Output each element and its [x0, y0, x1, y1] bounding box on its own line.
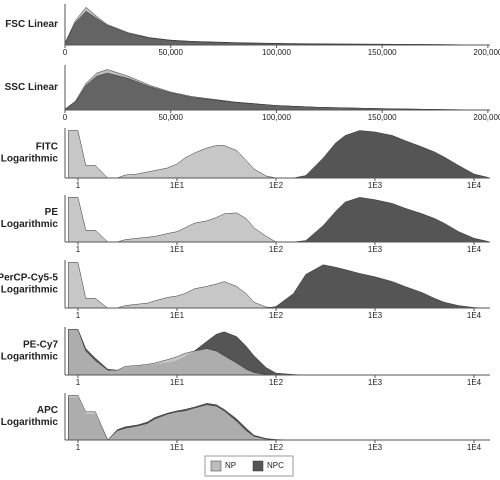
x-tick-label: 1 [76, 378, 81, 387]
x-tick-label: 0 [63, 48, 68, 57]
x-tick-label: 50,000 [158, 48, 183, 57]
x-tick-label: 50,000 [158, 113, 183, 122]
x-tick-label: 150,000 [368, 113, 397, 122]
x-tick-label: 1E3 [368, 245, 383, 254]
legend-swatch [252, 460, 264, 472]
x-tick-label: 1E3 [368, 443, 383, 452]
x-tick-label: 1E2 [269, 443, 284, 452]
area [68, 130, 489, 179]
area [64, 11, 488, 46]
legend-label: NPC [267, 461, 284, 470]
panel-label: FITC [36, 142, 58, 153]
panel-label: PE [45, 207, 59, 218]
legend-label: NP [225, 461, 236, 470]
panel-label: Logarithmic [1, 219, 59, 230]
x-tick-label: 1E4 [467, 311, 482, 320]
x-tick-label: 200,000 [473, 113, 500, 122]
x-tick-label: 1E4 [467, 378, 482, 387]
x-tick-label: 1E4 [467, 181, 482, 190]
area [64, 72, 488, 111]
legend-swatch [210, 460, 222, 472]
x-tick-label: 1E3 [368, 378, 383, 387]
x-tick-label: 1E4 [467, 245, 482, 254]
x-tick-label: 1E2 [269, 311, 284, 320]
panel-label: Logarithmic [1, 154, 59, 165]
x-tick-label: 200,000 [473, 48, 500, 57]
panel-label: FSC Linear [5, 19, 58, 30]
panel-label: PE-Cy7 [23, 340, 58, 351]
area [68, 329, 489, 376]
x-tick-label: 1E1 [170, 311, 185, 320]
x-tick-label: 1 [76, 443, 81, 452]
x-tick-label: 100,000 [262, 48, 291, 57]
panel-label: APC [37, 405, 58, 416]
x-tick-label: 1E1 [170, 181, 185, 190]
x-tick-label: 1 [76, 311, 81, 320]
x-tick-label: 1E2 [269, 245, 284, 254]
panel-label: PerCP-Cy5-5 [0, 273, 58, 284]
x-tick-label: 1E4 [467, 443, 482, 452]
area [68, 197, 489, 243]
x-tick-label: 1 [76, 245, 81, 254]
x-tick-label: 1E1 [170, 378, 185, 387]
x-tick-label: 100,000 [262, 113, 291, 122]
legend: NP NPC [204, 455, 294, 477]
x-tick-label: 1E3 [368, 181, 383, 190]
x-tick-label: 1E3 [368, 311, 383, 320]
legend-box [204, 455, 294, 477]
x-tick-label: 1E2 [269, 378, 284, 387]
x-tick-label: 1E2 [269, 181, 284, 190]
x-tick-label: 150,000 [368, 48, 397, 57]
panel-label: SSC Linear [5, 82, 58, 93]
panel-label: Logarithmic [1, 285, 59, 296]
panel-label: Logarithmic [1, 352, 59, 363]
x-tick-label: 1 [76, 181, 81, 190]
area [68, 264, 489, 309]
panel-label: Logarithmic [1, 417, 59, 428]
area [68, 395, 489, 441]
x-tick-label: 1E1 [170, 443, 185, 452]
x-tick-label: 1E1 [170, 245, 185, 254]
x-tick-label: 0 [63, 113, 68, 122]
